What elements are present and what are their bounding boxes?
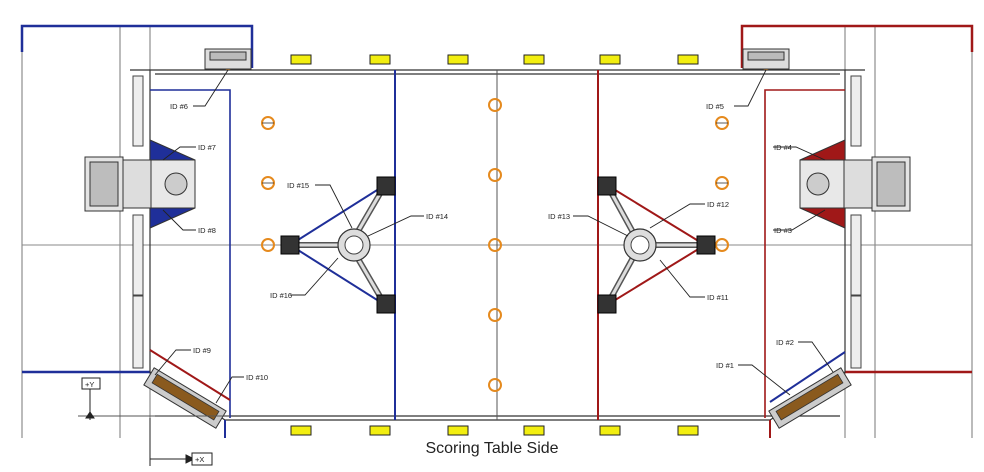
red-goal-assembly	[799, 139, 911, 229]
blue-top-housing	[204, 48, 252, 70]
blue-goal-assembly	[84, 139, 196, 229]
label-id9: ID #9	[193, 346, 211, 355]
label-id5: ID #5	[706, 102, 724, 111]
yellow-markers-bottom	[290, 425, 699, 436]
blue-hub	[280, 176, 396, 314]
label-id7: ID #7	[198, 143, 216, 152]
red-lower-corner-line	[769, 351, 846, 403]
label-id6: ID #6	[170, 102, 188, 111]
label-id2: ID #2	[776, 338, 794, 347]
label-id1: ID #1	[716, 361, 734, 370]
red-top-housing	[742, 48, 790, 70]
y-axis-label: +Y	[85, 380, 94, 389]
side-rails	[132, 75, 862, 369]
blue-alliance-station-outline	[20, 24, 254, 68]
orange-rings	[220, 54, 774, 392]
label-id4: ID #4	[774, 143, 792, 152]
blue-lower-corner-line	[149, 349, 231, 401]
blue-corner-goal	[143, 367, 227, 429]
red-edge-line	[764, 89, 845, 418]
label-id3: ID #3	[774, 226, 792, 235]
label-id11: ID #11	[707, 293, 729, 302]
x-axis-label: +X	[195, 455, 204, 464]
y-axis-box	[81, 377, 101, 390]
coordinate-axes	[78, 377, 230, 466]
label-id16: ID #16	[270, 291, 292, 300]
yellow-markers-top	[290, 54, 699, 65]
red-hub	[597, 176, 716, 314]
label-id10: ID #10	[246, 373, 268, 382]
label-id8: ID #8	[198, 226, 216, 235]
red-alliance-station-outline	[740, 24, 974, 68]
label-id13: ID #13	[548, 212, 570, 221]
label-id14: ID #14	[426, 212, 448, 221]
x-axis-box	[191, 452, 213, 466]
blue-edge-line	[150, 89, 231, 418]
caption: Scoring Table Side	[425, 440, 559, 457]
red-corner-goal	[768, 367, 852, 429]
leader-lines	[154, 69, 834, 404]
label-id12: ID #12	[707, 200, 729, 209]
label-id15: ID #15	[287, 181, 309, 190]
